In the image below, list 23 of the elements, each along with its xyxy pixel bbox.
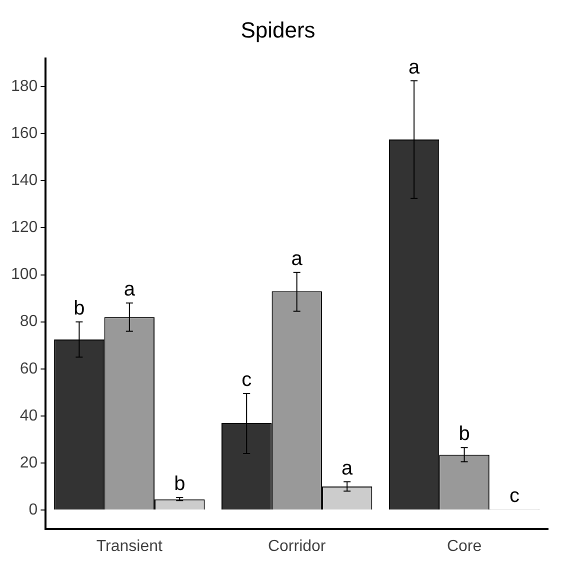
y-tick-label: 120 [10, 219, 38, 236]
x-tick-label: Core [446, 538, 482, 555]
data-label: c [242, 369, 252, 392]
data-label: a [408, 56, 420, 78]
y-tick-label: 100 [10, 266, 38, 284]
y-tick-label: 180 [10, 78, 38, 96]
x-tick-label: Transient [96, 538, 164, 555]
data-label: a [291, 248, 304, 270]
y-tick-label: 80 [20, 313, 38, 330]
chart-title: Spiders [240, 17, 316, 42]
data-label: c [510, 484, 520, 507]
x-tick-label: Corridor [268, 538, 326, 555]
data-label: b [458, 423, 470, 446]
y-tick-label: 0 [28, 501, 38, 518]
y-tick-label: 140 [10, 172, 38, 190]
data-label: a [342, 457, 354, 480]
y-tick-label: 160 [10, 125, 38, 142]
y-tick-label: 60 [20, 360, 38, 378]
y-tick-label: 20 [20, 454, 38, 472]
data-label: b [74, 297, 85, 320]
data-label: b [174, 473, 186, 496]
data-label: a [124, 278, 136, 301]
y-tick-label: 40 [20, 407, 38, 424]
